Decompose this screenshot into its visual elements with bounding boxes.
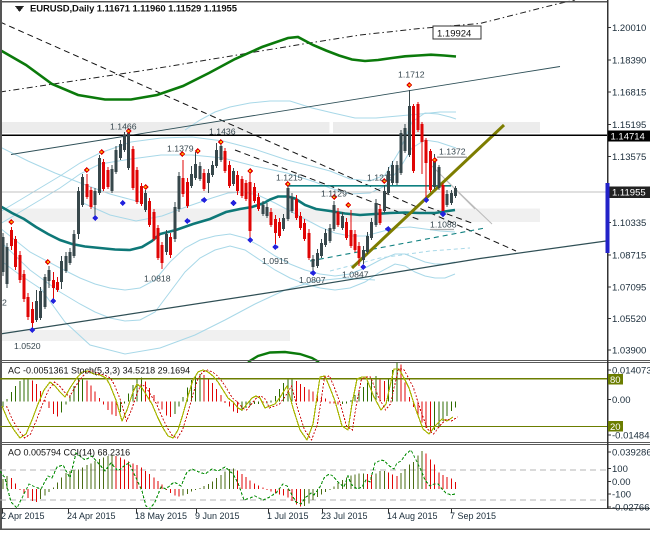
svg-text:AO 0.005794 CCI(14) 68.2316: AO 0.005794 CCI(14) 68.2316 (8, 448, 130, 458)
svg-text:1.1712: 1.1712 (398, 70, 425, 80)
svg-text:80: 80 (610, 375, 621, 386)
svg-text:1.1088: 1.1088 (430, 220, 457, 230)
svg-text:0.00: 0.00 (612, 477, 631, 488)
svg-text:1.0818: 1.0818 (144, 274, 171, 284)
svg-text:1.0520: 1.0520 (14, 341, 41, 351)
svg-text:23 Jul 2015: 23 Jul 2015 (321, 511, 368, 521)
svg-text:9 Jun 2015: 9 Jun 2015 (195, 511, 240, 521)
svg-text:1.0847: 1.0847 (342, 270, 369, 280)
svg-text:1.13575: 1.13575 (612, 152, 646, 163)
svg-text:100: 100 (612, 464, 628, 475)
svg-text:1.19924: 1.19924 (437, 29, 471, 40)
svg-text:1.0915: 1.0915 (262, 256, 289, 266)
svg-text:24 Apr 2015: 24 Apr 2015 (67, 511, 116, 521)
svg-text:1.1436: 1.1436 (209, 127, 236, 137)
svg-text:-100: -100 (612, 490, 631, 501)
svg-text:1.1215: 1.1215 (276, 173, 303, 183)
svg-text:14 Aug 2015: 14 Aug 2015 (387, 511, 438, 521)
svg-text:1.03900: 1.03900 (612, 346, 646, 357)
svg-text:1.1129: 1.1129 (321, 189, 347, 199)
svg-text:AC -0.0051361 Stoch(5,3,3) 34: AC -0.0051361 Stoch(5,3,3) 34.5218 29.16… (8, 366, 190, 376)
svg-text:1.20010: 1.20010 (612, 23, 646, 34)
svg-text:1.1213: 1.1213 (367, 173, 394, 183)
svg-text:1.14714: 1.14714 (611, 132, 645, 143)
svg-text:7 Sep 2015: 7 Sep 2015 (450, 511, 496, 521)
svg-text:0.039286: 0.039286 (612, 447, 650, 458)
svg-text:18 May 2015: 18 May 2015 (135, 511, 187, 521)
svg-text:1.10335: 1.10335 (612, 218, 646, 229)
svg-text:2 Apr 2015: 2 Apr 2015 (1, 511, 45, 521)
svg-text:1.18390: 1.18390 (612, 55, 646, 66)
svg-text:1.1466: 1.1466 (110, 122, 137, 132)
svg-text:1.1379: 1.1379 (167, 144, 194, 154)
svg-text:1.0807: 1.0807 (299, 275, 326, 285)
svg-text:1.1372: 1.1372 (439, 147, 466, 157)
svg-text:2: 2 (2, 298, 7, 308)
svg-text:1.15195: 1.15195 (612, 120, 646, 131)
svg-text:20: 20 (610, 422, 621, 433)
svg-text:EURUSD,Daily 1.11671 1.11960: EURUSD,Daily 1.11671 1.11960 1.11529 1.1… (30, 4, 238, 15)
svg-text:1 Jul 2015: 1 Jul 2015 (267, 511, 309, 521)
svg-text:1.16815: 1.16815 (612, 88, 646, 99)
svg-text:1.08715: 1.08715 (612, 251, 646, 262)
svg-text:1.05520: 1.05520 (612, 314, 646, 325)
svg-text:1.07095: 1.07095 (612, 283, 646, 294)
svg-text:0.00: 0.00 (612, 395, 631, 406)
svg-text:1.11955: 1.11955 (612, 188, 646, 199)
svg-text:-0.02766: -0.02766 (612, 503, 650, 514)
